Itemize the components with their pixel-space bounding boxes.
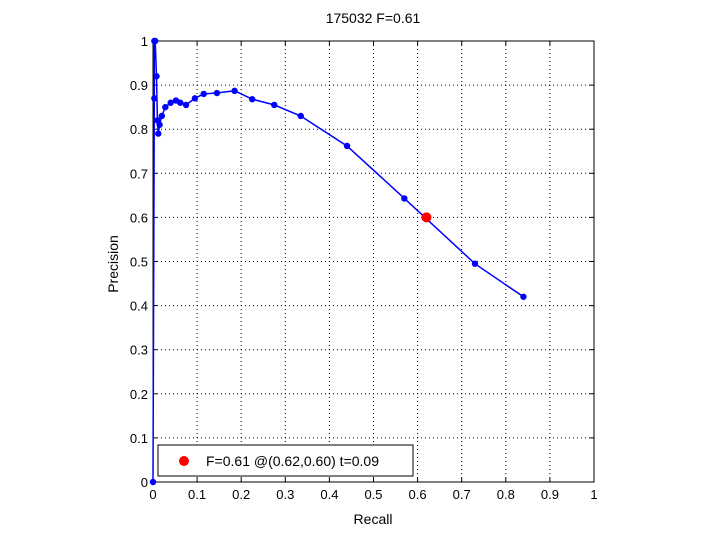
data-point: [153, 73, 160, 80]
data-point: [520, 293, 527, 300]
y-tick-label: 0.3: [130, 343, 148, 358]
x-axis-label: Recall: [354, 511, 393, 527]
grid: [153, 41, 594, 482]
legend-box: [157, 444, 414, 477]
data-point: [158, 112, 166, 120]
data-point: [401, 195, 408, 202]
x-tick-label: 0.6: [409, 487, 427, 502]
x-tick-label: 0.7: [453, 487, 471, 502]
data-point: [182, 101, 190, 109]
data-point: [167, 99, 174, 106]
data-point: [177, 99, 184, 106]
data-point: [149, 478, 157, 486]
data-point: [343, 142, 351, 150]
x-tick-label: 0.5: [364, 487, 382, 502]
data-point: [231, 87, 238, 95]
data-point: [213, 89, 221, 97]
data-point: [156, 121, 163, 128]
y-tick-label: 0.4: [130, 299, 148, 314]
data-point: [191, 95, 199, 102]
y-tick-label: 0.9: [130, 78, 148, 93]
x-tick-label: 0: [149, 487, 156, 502]
chart-title: 175032 F=0.61: [326, 10, 421, 26]
y-tick-label: 0.7: [130, 166, 148, 181]
y-tick-label: 0.6: [130, 210, 148, 225]
data-point: [162, 103, 169, 111]
y-tick-label: 0.1: [130, 431, 148, 446]
x-tick-label: 0.1: [188, 487, 206, 502]
data-point: [297, 112, 304, 120]
legend: F=0.61 @(0.62,0.60) t=0.09: [157, 444, 414, 477]
data-point: [200, 90, 207, 98]
x-tick-label: 0.8: [497, 487, 515, 502]
ticks: 0 0.1 0.2 0.3 0.4 0.5 0.6 0.7 0.8 0.9 1 0 0.1 0.2 0.3 0…: [130, 34, 598, 502]
y-axis-label: Precision: [105, 235, 121, 293]
x-tick-label: 1: [590, 487, 597, 502]
legend-label: F=0.61 @(0.62,0.60) t=0.09: [206, 453, 379, 469]
data-point: [151, 95, 158, 102]
best-f-marker: [421, 212, 432, 223]
y-tick-label: 0: [141, 475, 148, 490]
y-tick-label: 0.2: [130, 387, 148, 402]
y-tick-label: 0.8: [130, 122, 148, 137]
x-tick-label: 0.3: [276, 487, 294, 502]
data-point: [152, 37, 159, 45]
x-tick-label: 0.4: [320, 487, 338, 502]
legend-marker: [179, 456, 189, 466]
data-point: [249, 96, 256, 103]
data-point: [155, 130, 162, 137]
series-layer: [149, 37, 527, 486]
x-tick-label: 0.9: [541, 487, 559, 502]
data-point: [271, 101, 278, 109]
y-tick-label: 0.5: [130, 255, 148, 270]
data-point: [471, 260, 479, 267]
y-tick-label: 1: [141, 34, 148, 49]
x-tick-label: 0.2: [232, 487, 250, 502]
highlight-layer: [421, 212, 432, 223]
